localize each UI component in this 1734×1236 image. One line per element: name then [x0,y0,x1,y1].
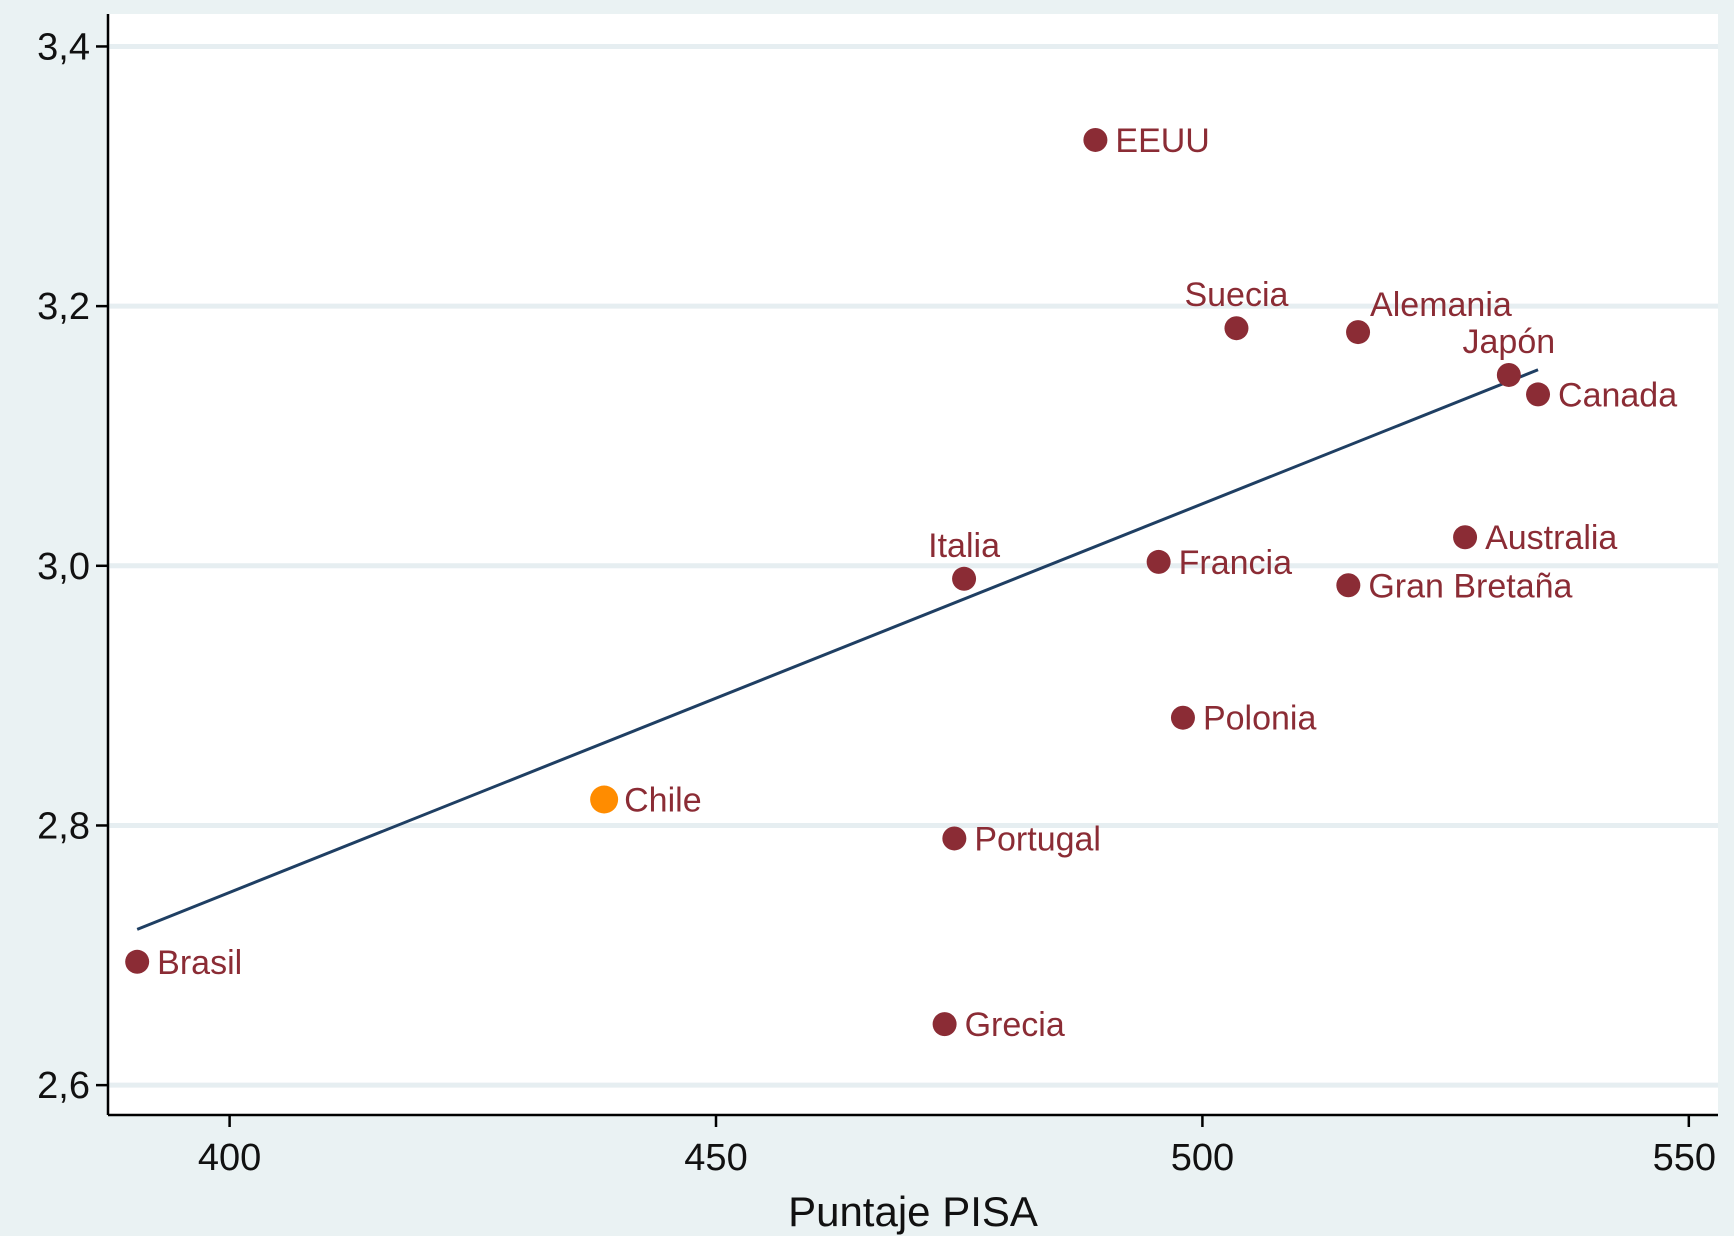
y-tick-label-1: 2,8 [37,805,90,847]
data-points: Brasil Chile Grecia Portugal Italia EEUU Franc… [125,122,1677,1044]
point-label-canada: Canada [1558,376,1677,414]
y-tick-label-0: 2,6 [37,1065,90,1107]
point-eeuu [1083,127,1108,152]
point-brasil [125,949,150,974]
point-label-gran-breta-a: Gran Bretaña [1368,567,1572,605]
point-canada [1526,382,1551,407]
point-label-portugal: Portugal [974,820,1101,858]
y-tick-label-2: 3,0 [37,546,90,588]
x-axis-title: Puntaje PISA [788,1188,1038,1235]
point-label-brasil: Brasil [157,944,242,982]
fit-line [136,368,1539,931]
point-francia [1146,549,1171,574]
point-label-polonia: Polonia [1203,700,1317,738]
point-label-australia: Australia [1485,519,1617,557]
y-tick-label-3: 3,2 [37,286,90,328]
point-label-chile: Chile [624,782,701,820]
y-axis: 2,6 2,8 3,0 3,2 3,4 [37,14,110,1115]
point-label-jap-n: Japón [1463,323,1556,361]
point-alemania [1346,320,1371,345]
gridlines [108,43,1718,1088]
point-polonia [1170,705,1195,730]
y-tick-label-4: 3,4 [37,26,90,68]
point-gran-breta-a [1336,573,1361,598]
point-jap-n [1496,362,1521,387]
x-tick-label-0: 400 [198,1137,261,1179]
point-suecia [1224,316,1249,341]
point-australia [1453,525,1478,550]
point-label-italia: Italia [928,527,1000,565]
x-axis: 400 450 500 550 [108,1113,1718,1179]
point-italia [952,566,977,591]
point-grecia [932,1012,957,1037]
point-label-suecia: Suecia [1184,276,1288,314]
x-tick-label-1: 450 [684,1137,747,1179]
point-label-alemania: Alemania [1370,286,1512,324]
x-tick-label-2: 500 [1171,1137,1234,1179]
point-label-grecia: Grecia [965,1006,1065,1044]
x-tick-label-3: 550 [1653,1137,1716,1179]
point-chile [590,785,619,814]
point-portugal [942,826,967,851]
point-label-eeuu: EEUU [1115,122,1209,160]
point-label-francia: Francia [1179,544,1292,582]
